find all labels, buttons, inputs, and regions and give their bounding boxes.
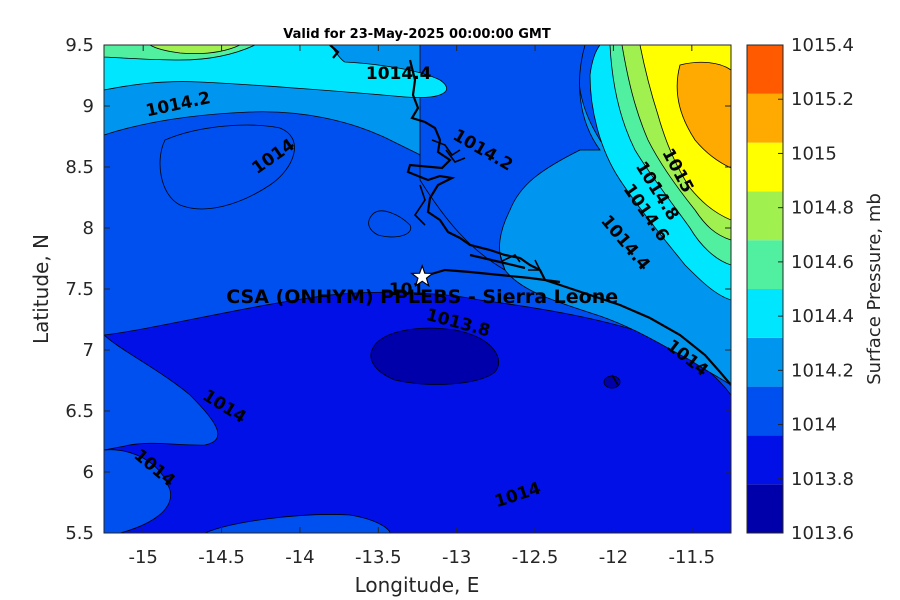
y-tick-label: 6 — [83, 462, 94, 483]
colorbar-segment — [747, 337, 783, 387]
colorbar-tick-label: 1015 — [791, 143, 837, 164]
y-tick-label: 7.5 — [65, 279, 94, 300]
colorbar-segment — [747, 191, 783, 241]
y-tick-label: 9 — [83, 96, 94, 117]
y-tick-label: 5.5 — [65, 523, 94, 544]
colorbar-tick-label: 1013.8 — [791, 469, 854, 490]
x-tick-label: -15 — [128, 547, 157, 568]
plot-area — [104, 45, 731, 533]
colorbar-title: Surface Pressure, mb — [864, 193, 885, 385]
y-tick-label: 8 — [83, 218, 94, 239]
colorbar-tick-label: 1015.4 — [791, 35, 854, 56]
colorbar-tick-label: 1013.6 — [791, 523, 854, 544]
x-tick-label: -12.5 — [512, 547, 559, 568]
contour-fill-1014-south — [104, 334, 219, 451]
contour-fill-1014-8-nw — [149, 45, 241, 54]
contour-fill-1015-2-east — [676, 61, 731, 169]
x-axis-label: Longitude, E — [355, 573, 480, 597]
chart-title: Valid for 23-May-2025 00:00:00 GMT — [283, 27, 551, 42]
colorbar-tick-label: 1014 — [791, 415, 837, 436]
x-tick-label: -13.5 — [355, 547, 402, 568]
colorbar-segment — [747, 142, 783, 192]
colorbar-segment — [747, 93, 783, 143]
colorbar-segment — [747, 289, 783, 338]
coastline-islands — [413, 139, 619, 386]
colorbar-tick-label: 1014.6 — [791, 252, 854, 273]
colorbar-tick-label: 1014.2 — [791, 360, 854, 381]
y-tick-label: 8.5 — [65, 157, 94, 178]
contour-fill-1014-bottom — [204, 514, 391, 533]
y-tick-label: 9.5 — [65, 35, 94, 56]
contour-fill-1013-6 — [370, 327, 499, 385]
x-tick-label: -14.5 — [198, 547, 245, 568]
colorbar-segment — [747, 484, 783, 533]
colorbar-tick-label: 1014.8 — [791, 198, 854, 219]
station-label: CSA (ONHYM) PPLEBS - Sierra Leone — [226, 286, 618, 308]
station-marker-group: CSA (ONHYM) PPLEBS - Sierra Leone — [226, 263, 618, 308]
y-tick-label: 6.5 — [65, 401, 94, 422]
coastline — [329, 45, 731, 386]
x-tick-label: -13 — [442, 547, 471, 568]
colorbar-frame — [746, 44, 784, 534]
colorbar-segment — [747, 240, 783, 289]
x-tick-label: -14 — [285, 547, 314, 568]
x-tick-label: -11.5 — [669, 547, 716, 568]
x-tick-label: -12 — [599, 547, 628, 568]
contour-fill-1014-lobe — [368, 210, 412, 238]
contour-label: 1014.4 — [366, 64, 432, 84]
contour-fill-1014-inner-west — [159, 124, 295, 210]
y-axis: 5.5 6 6.5 7 7.5 8 8.5 9 9.5 — [65, 35, 731, 544]
colorbar: 1013.6 1013.8 1014 1014.2 1014.4 1014.6 1014.8… — [746, 35, 854, 544]
station-star-icon — [410, 263, 435, 288]
colorbar-segment — [747, 435, 783, 485]
colorbar-segment — [747, 386, 783, 436]
contour-fill-1013-6-small — [603, 375, 621, 389]
contour-fill-1014-channel — [419, 45, 601, 272]
colorbar-segment — [747, 45, 783, 94]
contour-fill-1014-sw — [104, 449, 171, 533]
y-tick-label: 7 — [83, 340, 94, 361]
x-axis: -15 -14.5 -14 -13.5 -13 -12.5 -12 -11.5 — [128, 45, 715, 568]
y-axis-label: Latitude, N — [29, 234, 53, 344]
colorbar-tick-label: 1015.2 — [791, 89, 854, 110]
colorbar-tick-label: 1014.4 — [791, 306, 854, 327]
